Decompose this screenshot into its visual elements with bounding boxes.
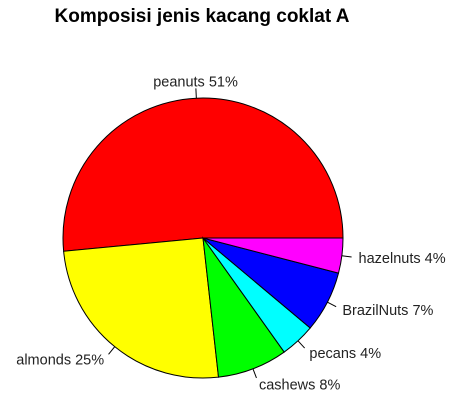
- leader-line-brazilnuts: [327, 301, 337, 308]
- slice-label-pecans: pecans 4%: [309, 346, 381, 362]
- pie-slices: [62, 97, 344, 379]
- leader-line-hazelnuts: [341, 255, 352, 258]
- slice-label-peanuts: peanuts 51%: [153, 74, 238, 90]
- slice-label-cashews: cashews 8%: [259, 377, 341, 393]
- slice-label-brazilnuts: BrazilNuts 7%: [342, 303, 433, 319]
- slice-label-almonds: almonds 25%: [16, 353, 104, 369]
- leader-line-cashews: [252, 368, 257, 379]
- chart-title: Komposisi jenis kacang coklat A: [55, 6, 350, 27]
- label-leaders: [108, 88, 352, 379]
- leader-line-pecans: [297, 340, 306, 349]
- pie-slice-peanuts: [62, 97, 344, 252]
- slice-labels: peanuts 51% almonds 25% cashews 8% pecans 4…: [16, 74, 445, 393]
- slice-label-hazelnuts: hazelnuts 4%: [359, 251, 446, 267]
- pie-slice-almonds: [63, 237, 220, 379]
- leader-line-almonds: [108, 346, 116, 355]
